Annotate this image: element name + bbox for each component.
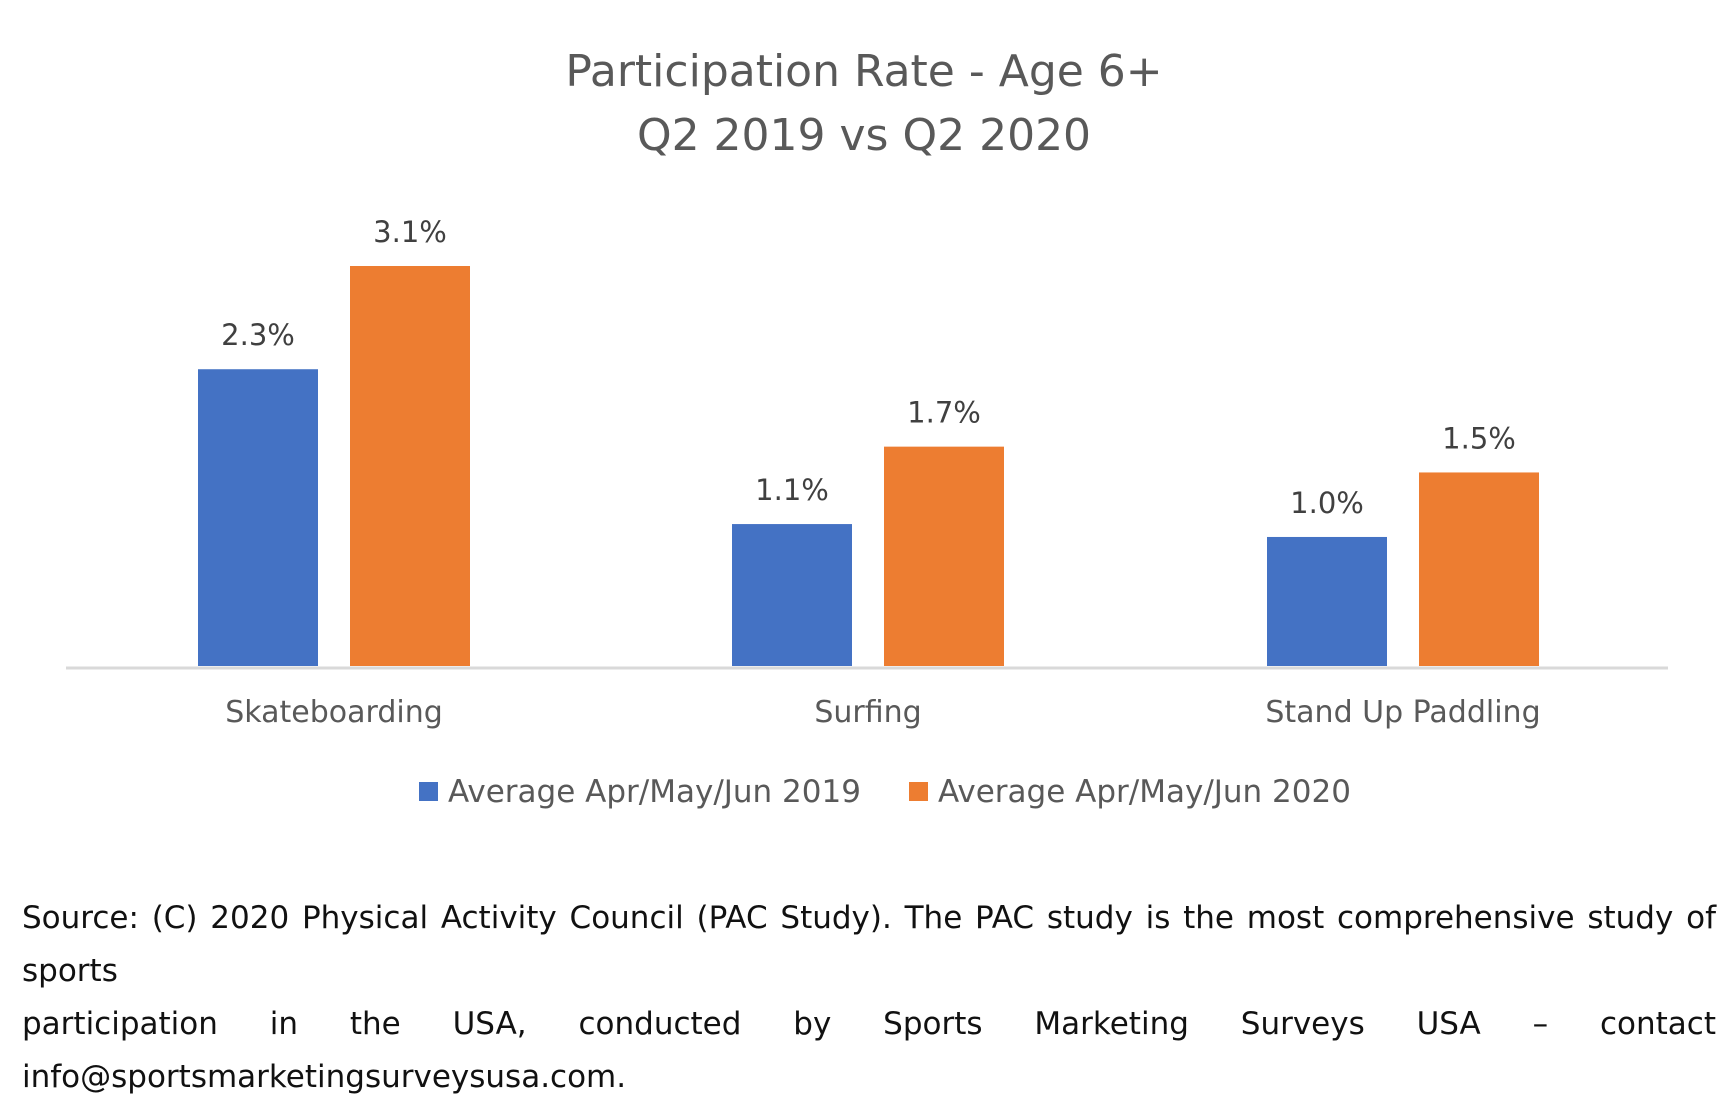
category-label-skateboarding: Skateboarding bbox=[225, 695, 443, 730]
bar-stand-up-paddling-2020 bbox=[1419, 472, 1539, 666]
bar-surfing-2019 bbox=[732, 524, 852, 666]
source-line-1: Source: (C) 2020 Physical Activity Counc… bbox=[22, 900, 1716, 989]
data-label-stand-up-paddling-2020: 1.5% bbox=[1442, 421, 1516, 455]
category-label-surfing: Surfing bbox=[814, 695, 921, 730]
data-label-stand-up-paddling-2019: 1.0% bbox=[1290, 486, 1364, 520]
source-note: Source: (C) 2020 Physical Activity Counc… bbox=[22, 892, 1716, 1104]
legend-swatch-2020 bbox=[909, 782, 928, 801]
data-label-skateboarding-2019: 2.3% bbox=[221, 318, 295, 352]
data-label-surfing-2019: 1.1% bbox=[755, 473, 829, 507]
data-label-skateboarding-2020: 3.1% bbox=[373, 215, 447, 249]
bar-stand-up-paddling-2019 bbox=[1267, 536, 1387, 666]
bar-surfing-2020 bbox=[884, 446, 1004, 666]
chart-title-line-2: Q2 2019 vs Q2 2020 bbox=[637, 110, 1091, 161]
category-label-stand-up-paddling: Stand Up Paddling bbox=[1265, 695, 1540, 730]
legend-swatch-2019 bbox=[419, 782, 438, 801]
source-line-2: participation in the USA, conducted by S… bbox=[22, 1006, 1716, 1042]
bar-skateboarding-2019 bbox=[198, 369, 318, 666]
bar-chart: Participation Rate - Age 6+ Q2 2019 vs Q… bbox=[66, 46, 1668, 810]
legend-label-2020: Average Apr/May/Jun 2020 bbox=[938, 774, 1351, 810]
legend: Average Apr/May/Jun 2019 Average Apr/May/… bbox=[419, 774, 1351, 810]
bar-skateboarding-2020 bbox=[350, 266, 470, 666]
legend-label-2019: Average Apr/May/Jun 2019 bbox=[448, 774, 861, 810]
chart-title-line-1: Participation Rate - Age 6+ bbox=[565, 46, 1162, 97]
data-label-surfing-2020: 1.7% bbox=[907, 396, 981, 430]
